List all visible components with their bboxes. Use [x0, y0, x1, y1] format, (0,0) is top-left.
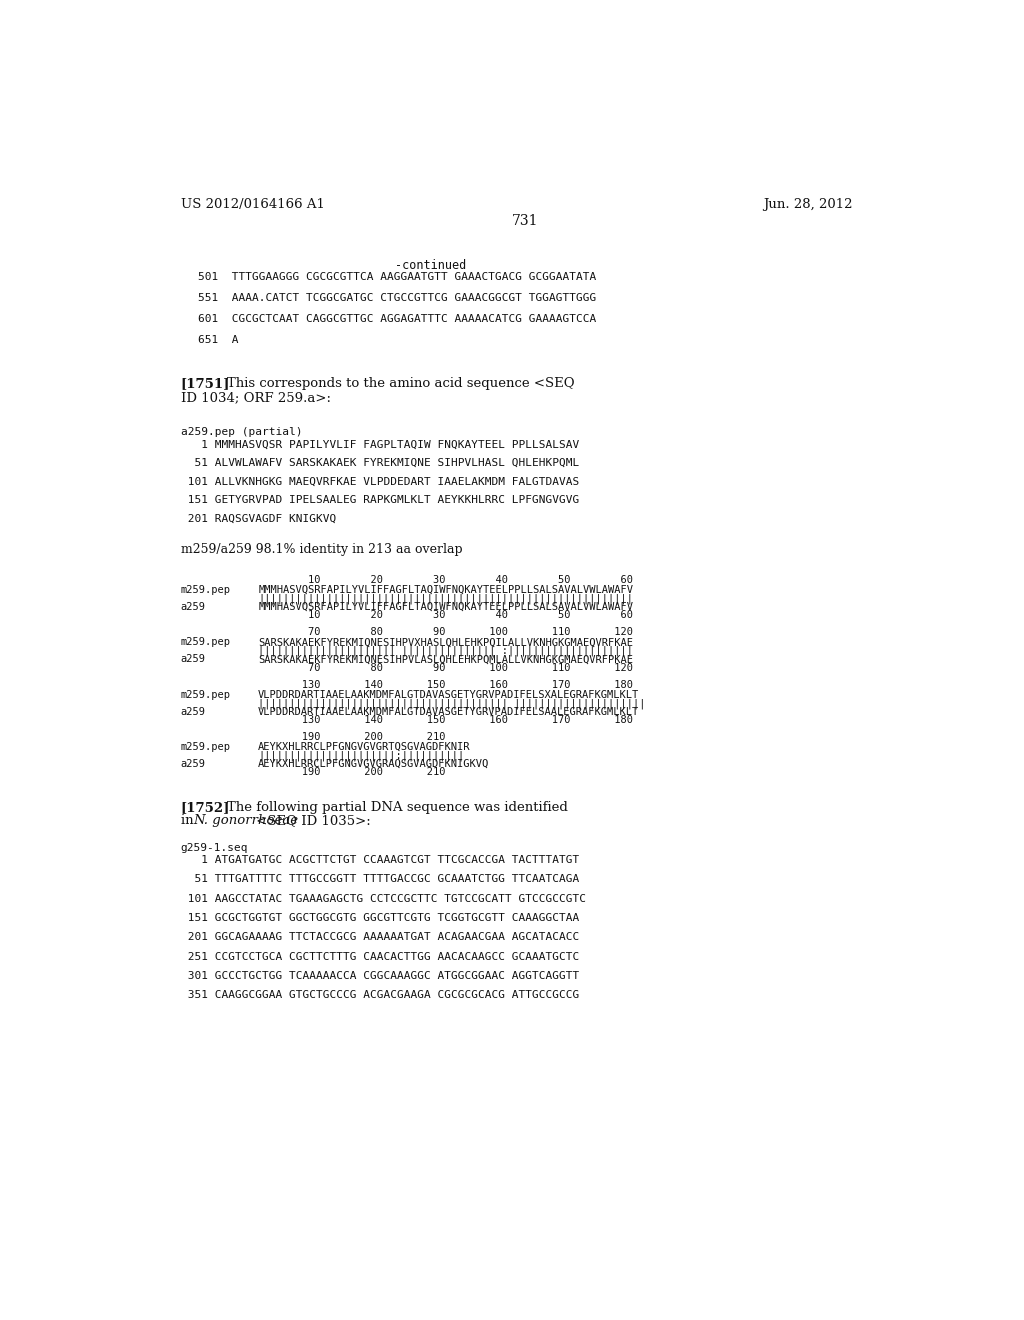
Text: AEYKXHLRRCLPFGNGVGVGRTQSGVAGDFKNIR: AEYKXHLRRCLPFGNGVGVGRTQSGVAGDFKNIR: [258, 742, 471, 752]
Text: ID 1034; ORF 259.a>:: ID 1034; ORF 259.a>:: [180, 391, 331, 404]
Text: 351 CAAGGCGGAA GTGCTGCCCG ACGACGAAGA CGCGCGCACG ATTGCCGCCG: 351 CAAGGCGGAA GTGCTGCCCG ACGACGAAGA CGC…: [180, 990, 579, 1001]
Text: 130       140       150       160       170       180: 130 140 150 160 170 180: [258, 680, 633, 689]
Text: a259: a259: [180, 706, 206, 717]
Text: [1751]: [1751]: [180, 378, 230, 391]
Text: 501  TTTGGAAGGG CGCGCGTTCA AAGGAATGTT GAAACTGACG GCGGAATATA: 501 TTTGGAAGGG CGCGCGTTCA AAGGAATGTT GAA…: [198, 272, 596, 282]
Text: This corresponds to the amino acid sequence <SEQ: This corresponds to the amino acid seque…: [227, 378, 574, 391]
Text: 651  A: 651 A: [198, 335, 239, 345]
Text: N. gonorrhoeae: N. gonorrhoeae: [194, 814, 298, 828]
Text: m259/a259 98.1% identity in 213 aa overlap: m259/a259 98.1% identity in 213 aa overl…: [180, 543, 462, 556]
Text: 51 ALVWLAWAFV SARSKAKAEK FYREKMIQNE SIHPVLHASL QHLEHKPQML: 51 ALVWLAWAFV SARSKAKAEK FYREKMIQNE SIHP…: [180, 458, 579, 467]
Text: m259.pep: m259.pep: [180, 638, 230, 647]
Text: ||||||||||||||||||||||||||||||||||||||||||||||||||||||||||||: ||||||||||||||||||||||||||||||||||||||||…: [258, 594, 633, 605]
Text: Jun. 28, 2012: Jun. 28, 2012: [764, 198, 853, 211]
Text: m259.pep: m259.pep: [180, 742, 230, 752]
Text: SARSKAKAEKFYREKMIQNESIHPVXHASLQHLEHKPQILALLVKNHGKGMAEQVRFKAE: SARSKAKAEKFYREKMIQNESIHPVXHASLQHLEHKPQIL…: [258, 638, 633, 647]
Text: |||||||||||||||||||||| ||||||||||||||| :||||||||||||||||||||: |||||||||||||||||||||| ||||||||||||||| :…: [258, 645, 633, 656]
Text: 251 CCGTCCTGCA CGCTTCTTTG CAACACTTGG AACACAAGCC GCAAATGCTC: 251 CCGTCCTGCA CGCTTCTTTG CAACACTTGG AAC…: [180, 952, 579, 961]
Text: 151 GETYGRVPAD IPELSAALEG RAPKGMLKLT AEYKKHLRRC LPFGNGVGVG: 151 GETYGRVPAD IPELSAALEG RAPKGMLKLT AEY…: [180, 495, 579, 504]
Text: 551  AAAA.CATCT TCGGCGATGC CTGCCGTTCG GAAACGGCGT TGGAGTTGGG: 551 AAAA.CATCT TCGGCGATGC CTGCCGTTCG GAA…: [198, 293, 596, 304]
Text: 151 GCGCTGGTGT GGCTGGCGTG GGCGTTCGTG TCGGTGCGTT CAAAGGCTAA: 151 GCGCTGGTGT GGCTGGCGTG GGCGTTCGTG TCG…: [180, 913, 579, 923]
Text: 10        20        30        40        50        60: 10 20 30 40 50 60: [258, 576, 633, 585]
Text: m259.pep: m259.pep: [180, 585, 230, 595]
Text: in: in: [180, 814, 198, 828]
Text: US 2012/0164166 A1: US 2012/0164166 A1: [180, 198, 325, 211]
Text: 601  CGCGCTCAAT CAGGCGTTGC AGGAGATTTC AAAAACATCG GAAAAGTCCA: 601 CGCGCTCAAT CAGGCGTTGC AGGAGATTTC AAA…: [198, 314, 596, 323]
Text: 101 AAGCCTATAC TGAAAGAGCTG CCTCCGCTTC TGTCCGCATT GTCCGCCGTC: 101 AAGCCTATAC TGAAAGAGCTG CCTCCGCTTC TG…: [180, 894, 586, 904]
Text: VLPDDRDARTIAAELAAKMDMFALGTDAVASGETYGRVPADIFELSXALEGRAFKGMLKLT: VLPDDRDARTIAAELAAKMDMFALGTDAVASGETYGRVPA…: [258, 689, 639, 700]
Text: |||||||||||||||||||||||||||||||||||||||| |||||||||||||||||||||: ||||||||||||||||||||||||||||||||||||||||…: [258, 698, 646, 709]
Text: 130       140       150       160       170       180: 130 140 150 160 170 180: [258, 715, 633, 725]
Text: ||||||||||||||||||||||:||||||||||: ||||||||||||||||||||||:||||||||||: [258, 751, 465, 762]
Text: 1 ATGATGATGC ACGCTTCTGT CCAAAGTCGT TTCGCACCGA TACTTTATGT: 1 ATGATGATGC ACGCTTCTGT CCAAAGTCGT TTCGC…: [180, 855, 579, 865]
Text: 190       200       210: 190 200 210: [258, 767, 445, 777]
Text: 101 ALLVKNHGKG MAEQVRFKAE VLPDDEDART IAAELAKMDM FALGTDAVAS: 101 ALLVKNHGKG MAEQVRFKAE VLPDDEDART IAA…: [180, 477, 579, 486]
Text: a259: a259: [180, 655, 206, 664]
Text: VLPDDRDARTIAAELAAKMDMFALGTDAVASGETYGRVPADIFELSAALEGRAFKGMLKLT: VLPDDRDARTIAAELAAKMDMFALGTDAVASGETYGRVPA…: [258, 706, 639, 717]
Text: 731: 731: [512, 214, 538, 228]
Text: a259: a259: [180, 602, 206, 612]
Text: SARSKAKAEKFYREKMIQNESIHPVLASLQHLEHKPQMLALLVKNHGKGMAEQVRFPKAE: SARSKAKAEKFYREKMIQNESIHPVLASLQHLEHKPQMLA…: [258, 655, 633, 664]
Text: 201 GGCAGAAAAG TTCTACCGCG AAAAAATGAT ACAGAACGAA AGCATACACC: 201 GGCAGAAAAG TTCTACCGCG AAAAAATGAT ACA…: [180, 932, 579, 942]
Text: 301 GCCCTGCTGG TCAAAAACCA CGGCAAAGGC ATGGCGGAAC AGGTCAGGTT: 301 GCCCTGCTGG TCAAAAACCA CGGCAAAGGC ATG…: [180, 970, 579, 981]
Text: m259.pep: m259.pep: [180, 689, 230, 700]
Text: a259: a259: [180, 759, 206, 770]
Text: -continued: -continued: [394, 259, 466, 272]
Text: MMMHASVQSRFAPILYVLIFFAGFLTAQIWFNQKAYTEELPPLLSALSAVALVWLAWAFV: MMMHASVQSRFAPILYVLIFFAGFLTAQIWFNQKAYTEEL…: [258, 602, 633, 612]
Text: MMMHASVQSRFAPILYVLIFFAGFLTAQIWFNQKAYTEELPPLLSALSAVALVWLAWAFV: MMMHASVQSRFAPILYVLIFFAGFLTAQIWFNQKAYTEEL…: [258, 585, 633, 595]
Text: g259-1.seq: g259-1.seq: [180, 843, 248, 853]
Text: 70        80        90       100       110       120: 70 80 90 100 110 120: [258, 663, 633, 673]
Text: 10        20        30        40        50        60: 10 20 30 40 50 60: [258, 610, 633, 620]
Text: 201 RAQSGVAGDF KNIGKVQ: 201 RAQSGVAGDF KNIGKVQ: [180, 513, 336, 523]
Text: a259.pep (partial): a259.pep (partial): [180, 428, 302, 437]
Text: <SEQ ID 1035>:: <SEQ ID 1035>:: [252, 814, 371, 828]
Text: 1 MMMHASVQSR PAPILYVLIF FAGPLTAQIW FNQKAYTEEL PPLLSALSAV: 1 MMMHASVQSR PAPILYVLIF FAGPLTAQIW FNQKA…: [180, 440, 579, 449]
Text: The following partial DNA sequence was identified: The following partial DNA sequence was i…: [227, 801, 568, 814]
Text: 190       200       210: 190 200 210: [258, 733, 445, 742]
Text: 70        80        90       100       110       120: 70 80 90 100 110 120: [258, 627, 633, 638]
Text: AEYKXHLRRCLPFGNGVGVGRAQSGVAGDFKNIGKVQ: AEYKXHLRRCLPFGNGVGVGRAQSGVAGDFKNIGKVQ: [258, 759, 489, 770]
Text: [1752]: [1752]: [180, 801, 230, 814]
Text: 51 TTTGATTTTC TTTGCCGGTT TTTTGACCGC GCAAATCTGG TTCAATCAGA: 51 TTTGATTTTC TTTGCCGGTT TTTTGACCGC GCAA…: [180, 875, 579, 884]
